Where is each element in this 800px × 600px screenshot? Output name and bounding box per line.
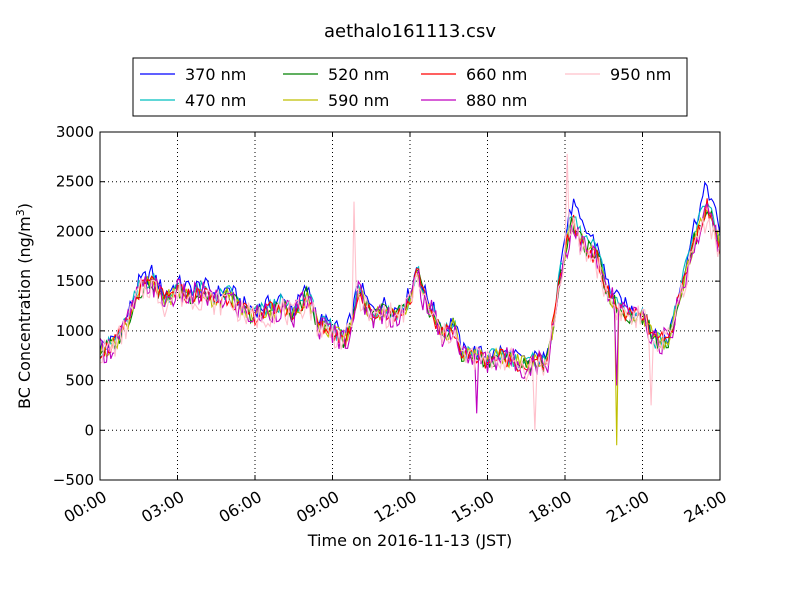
y-axis-label-close: ): [15, 203, 34, 209]
y-tick-label: 3000: [56, 123, 94, 141]
x-tick-label: 09:00: [293, 487, 342, 527]
x-tick-label: 24:00: [681, 487, 730, 527]
legend-label: 880 nm: [466, 91, 527, 110]
x-tick-label: 00:00: [61, 487, 110, 527]
series-line-950nm: [99, 153, 721, 431]
legend-label: 590 nm: [328, 91, 389, 110]
y-tick-label: 0: [84, 421, 94, 439]
y-axis-label-main: BC Concentration (ng/m: [15, 216, 34, 409]
x-axis-label: Time on 2016-11-13 (JST): [307, 531, 512, 550]
y-tick-label: 2000: [56, 222, 94, 240]
legend-label: 520 nm: [328, 65, 389, 84]
x-tick-label: 15:00: [448, 487, 497, 527]
y-tick-label: 2500: [56, 173, 94, 191]
x-tick-label: 12:00: [371, 487, 420, 527]
legend-label: 470 nm: [185, 91, 246, 110]
y-tick-label: 1500: [56, 272, 94, 290]
x-tick-label: 03:00: [138, 487, 187, 527]
legend-label: 370 nm: [185, 65, 246, 84]
legend-label: 660 nm: [466, 65, 527, 84]
y-tick-label: −500: [53, 471, 94, 489]
y-axis-label-superscript: 3: [14, 209, 27, 216]
y-tick-label: 500: [65, 372, 94, 390]
chart-title: aethalo161113.csv: [324, 21, 496, 42]
x-tick-label: 18:00: [526, 487, 575, 527]
y-tick-label: 1000: [56, 322, 94, 340]
legend-box: [132, 57, 688, 117]
legend-label: 950 nm: [610, 65, 671, 84]
x-tick-label: 06:00: [216, 487, 265, 527]
legend: 370 nm 470 nm 520 nm 590 nm 660 nm 880 nm 950 …: [132, 57, 688, 117]
y-axis-label: BC Concentration (ng/m3): [14, 203, 34, 409]
series-line-880nm: [99, 202, 721, 414]
x-tick-label: 21:00: [603, 487, 652, 527]
series-lines: [99, 153, 721, 446]
